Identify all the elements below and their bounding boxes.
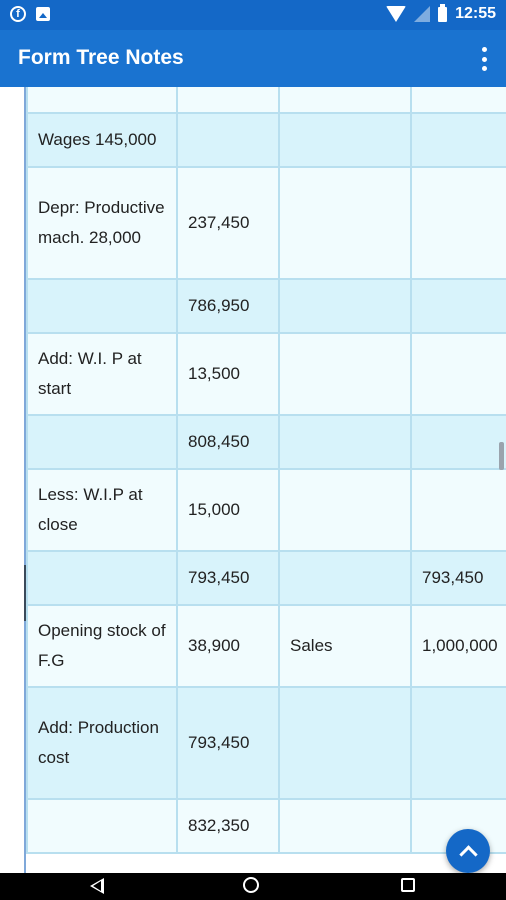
table-row: 808,450: [26, 414, 506, 470]
table-cell: [278, 87, 412, 114]
app-title: Form Tree Notes: [18, 46, 184, 69]
table-cell: Depr: Productive mach. 28,000: [26, 166, 178, 280]
recents-icon[interactable]: [401, 878, 415, 892]
table-cell: [26, 550, 178, 606]
table-cell: [278, 332, 412, 416]
table-cell: Less: W.I.P at close: [26, 468, 178, 552]
table-cell: Wages 145,000: [26, 112, 178, 168]
table-cell: [410, 414, 506, 470]
table-row: Add: Production cost 793,450: [26, 686, 506, 800]
table-cell: 793,450: [410, 550, 506, 606]
table-cell: [26, 278, 178, 334]
facebook-icon: f: [10, 6, 26, 22]
table-cell: [410, 87, 506, 114]
table-cell: 793,450: [176, 550, 280, 606]
table-cell: 38,900: [176, 604, 280, 688]
status-time: 12:55: [455, 5, 496, 22]
table-cell: Opening stock of F.G: [26, 604, 178, 688]
table-cell: [26, 414, 178, 470]
home-icon[interactable]: [243, 877, 259, 893]
battery-icon: [438, 3, 448, 22]
table-cell: [176, 87, 280, 114]
table-cell: 1,000,000: [410, 604, 506, 688]
scroll-top-button[interactable]: [446, 829, 490, 873]
app-bar: Form Tree Notes: [0, 30, 506, 87]
table-row: Depr: Productive mach. 28,000 237,450: [26, 166, 506, 280]
table-cell: [278, 686, 412, 800]
scrollbar-thumb[interactable]: [499, 442, 504, 470]
table-cell: [278, 798, 412, 854]
table-cell: [176, 112, 280, 168]
table-row: Opening stock of F.G 38,900 Sales 1,000,000: [26, 604, 506, 688]
table-cell: 832,350: [176, 798, 280, 854]
status-bar: f 12:55: [0, 0, 506, 30]
table-cell: [410, 332, 506, 416]
table-row: 832,350: [26, 798, 506, 854]
table-row: Add: W.I. P at start 13,500: [26, 332, 506, 416]
table-cell: [410, 166, 506, 280]
table-cell: [26, 798, 178, 854]
table-cell: [278, 166, 412, 280]
image-icon: [36, 7, 50, 21]
table-cell: [278, 112, 412, 168]
navigation-bar: [0, 873, 506, 900]
table-cell: 786,950: [176, 278, 280, 334]
content-left-border: [24, 87, 26, 873]
table-cell: 31,000: [26, 87, 178, 114]
signal-icon: [414, 6, 431, 22]
chevron-up-icon: [458, 844, 478, 864]
table-cell: Sales: [278, 604, 412, 688]
back-icon[interactable]: [90, 878, 104, 894]
wifi-icon: [386, 6, 407, 22]
table-cell: 808,450: [176, 414, 280, 470]
table-cell: [278, 414, 412, 470]
table-cell: 13,500: [176, 332, 280, 416]
table-row: 786,950: [26, 278, 506, 334]
more-vert-icon[interactable]: [474, 47, 494, 71]
table-cell: Add: Production cost: [26, 686, 178, 800]
table-row: Less: W.I.P at close 15,000: [26, 468, 506, 552]
table-cell: [410, 686, 506, 800]
table-cell: [410, 112, 506, 168]
table-cell: [410, 468, 506, 552]
table-cell: [410, 278, 506, 334]
table-cell: [278, 468, 412, 552]
table-row: 31,000: [26, 87, 506, 114]
table-cell: 15,000: [176, 468, 280, 552]
table-row: Wages 145,000: [26, 112, 506, 168]
row-marker: [24, 565, 26, 621]
table-cell: 793,450: [176, 686, 280, 800]
table-cell: [278, 278, 412, 334]
table-row: 793,450 793,450: [26, 550, 506, 606]
table-cell: 237,450: [176, 166, 280, 280]
table-cell: [278, 550, 412, 606]
table-cell: Add: W.I. P at start: [26, 332, 178, 416]
